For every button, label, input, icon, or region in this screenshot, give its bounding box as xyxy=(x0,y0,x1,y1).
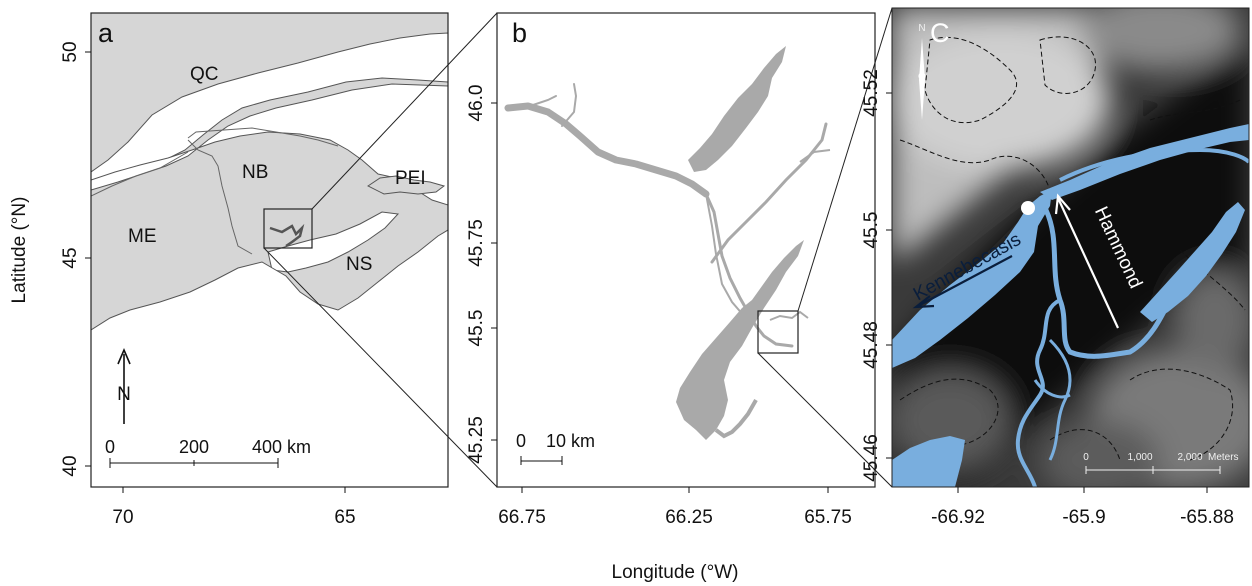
panel-b-xtick-2: 65.75 xyxy=(804,507,852,528)
scale-a-tick-0: 0 xyxy=(105,437,115,457)
zoom-line-b-top xyxy=(797,7,893,312)
north-arrow-a: N xyxy=(117,347,131,424)
panel-b-ytick-2: 45.5 xyxy=(466,310,487,347)
scale-c-unit: Meters xyxy=(1208,452,1239,463)
panel-c-xtick-1: -65.9 xyxy=(1062,507,1105,528)
region-qc: QC xyxy=(190,64,219,85)
inset-box-a xyxy=(263,208,313,249)
panel-a: a QC NB PEI ME NS N 0 200 400 km 50 4 xyxy=(60,12,449,528)
panel-b-xtick-1: 66.25 xyxy=(665,507,713,528)
bay-of-fundy xyxy=(267,211,400,273)
panel-b: b 0 10 km 46.0 45.75 45.5 45.25 66.75 66… xyxy=(466,12,876,528)
hammond-arrow xyxy=(1057,197,1119,329)
hammond-arrowhead xyxy=(1054,193,1071,215)
panel-b-ytick-0: 46.0 xyxy=(466,85,487,122)
qc-nb-border xyxy=(187,127,339,147)
region-ns: NS xyxy=(346,254,372,275)
zoom-line-b-bottom xyxy=(757,352,893,488)
zoom-line-a-bottom xyxy=(263,247,498,488)
panel-a-letter: a xyxy=(98,18,114,48)
upper-tributary xyxy=(1059,147,1249,182)
panel-c-y-axis: 45.52 45.5 45.48 45.46 xyxy=(861,69,892,482)
kennebecasis-arrow xyxy=(917,255,1013,307)
north-label-a: N xyxy=(117,384,131,405)
saint-john-river-small xyxy=(269,223,305,248)
panel-a-ytick-1: 45 xyxy=(60,247,81,268)
scale-c-tick-2: 2,000 xyxy=(1177,452,1202,463)
river-system-b xyxy=(504,46,831,440)
panel-c-ytick-2: 45.48 xyxy=(861,321,882,369)
southeast-bay xyxy=(1140,202,1245,322)
panel-a-xtick-1: 65 xyxy=(334,507,355,528)
panel-a-frame xyxy=(90,12,449,488)
panel-b-ytick-1: 45.75 xyxy=(466,219,487,267)
panel-b-x-axis: 66.75 66.25 65.75 xyxy=(498,487,852,528)
panel-a-ytick-0: 50 xyxy=(60,41,81,62)
confluence-spot xyxy=(1021,201,1035,215)
region-pei: PEI xyxy=(395,168,426,189)
panel-b-frame xyxy=(496,12,876,488)
y-axis-title: Latitude (°N) xyxy=(9,197,30,304)
region-nb: NB xyxy=(242,162,268,183)
panel-c-ytick-1: 45.5 xyxy=(861,212,882,249)
north-label-c: N xyxy=(918,23,925,34)
scale-a-tick-2: 400 km xyxy=(252,437,311,457)
panel-c-letter: C xyxy=(930,18,950,48)
panel-b-xtick-0: 66.75 xyxy=(498,507,546,528)
panel-c-ytick-3: 45.46 xyxy=(861,434,882,482)
upper-river-channel xyxy=(1040,124,1249,200)
panel-b-letter: b xyxy=(512,18,527,48)
region-me: ME xyxy=(128,226,157,247)
scale-c-tick-0: 0 xyxy=(1083,452,1089,463)
scale-c-tick-1: 1,000 xyxy=(1127,452,1152,463)
scale-bar-c: 0 1,000 2,000 Meters xyxy=(1083,452,1239,474)
scale-bar-b: 0 10 km xyxy=(516,431,595,465)
southwest-water xyxy=(892,436,965,487)
contour-lines xyxy=(899,36,1246,461)
x-axis-title: Longitude (°W) xyxy=(612,562,739,583)
kennebecasis-water xyxy=(892,190,1052,368)
panel-c: Kennebecasis Hammond N C 0 1,000 2,000 xyxy=(861,7,1250,528)
panel-c-xtick-2: -65.88 xyxy=(1180,507,1234,528)
north-arrow-c: N xyxy=(918,23,926,120)
scale-b-tick-0: 0 xyxy=(516,431,526,451)
me-qc-border xyxy=(91,151,189,197)
panel-a-ytick-2: 40 xyxy=(60,455,81,476)
panel-c-frame xyxy=(891,7,1250,488)
panel-c-x-axis: -66.92 -65.9 -65.88 xyxy=(931,487,1234,528)
hammond-meanders xyxy=(1015,298,1062,487)
panel-b-ytick-3: 45.25 xyxy=(466,416,487,464)
me-nb-border xyxy=(187,139,253,255)
scale-bar-a: 0 200 400 km xyxy=(105,437,311,468)
pei-island xyxy=(367,175,446,195)
zoom-line-a-top xyxy=(311,12,498,210)
panel-a-xtick-0: 70 xyxy=(112,507,133,528)
kennebecasis-arrowhead xyxy=(912,295,935,309)
scale-b-tick-1: 10 km xyxy=(546,431,595,451)
panel-c-xtick-0: -66.92 xyxy=(931,507,985,528)
panel-a-y-axis: 50 45 40 xyxy=(60,41,91,477)
panel-c-ytick-0: 45.52 xyxy=(861,69,882,117)
inset-box-b xyxy=(757,310,799,354)
scale-a-tick-1: 200 xyxy=(179,437,209,457)
panel-b-y-axis: 46.0 45.75 45.5 45.25 xyxy=(466,85,497,464)
panel-a-x-axis: 70 65 xyxy=(112,487,356,528)
